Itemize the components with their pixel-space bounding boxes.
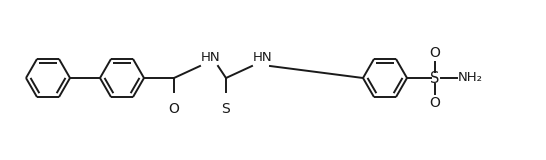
Text: HN: HN xyxy=(253,51,272,64)
Text: S: S xyxy=(222,102,230,116)
Text: O: O xyxy=(430,96,441,110)
Text: NH₂: NH₂ xyxy=(458,71,483,84)
Text: S: S xyxy=(430,71,440,85)
Text: O: O xyxy=(169,102,180,116)
Text: HN: HN xyxy=(201,51,221,64)
Text: O: O xyxy=(430,46,441,60)
